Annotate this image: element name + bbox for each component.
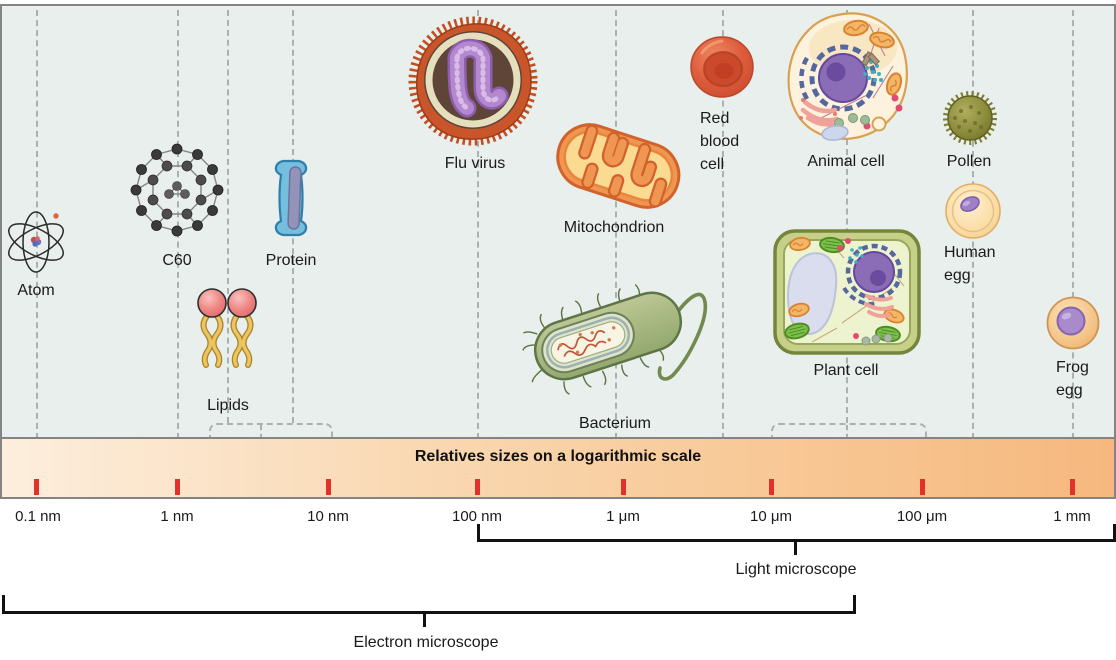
label-lipids: Lipids	[207, 397, 249, 414]
scale-tick-mark	[475, 479, 480, 495]
scale-tick-mark	[920, 479, 925, 495]
label-animal-cell: Animal cell	[807, 153, 885, 170]
label-frog-egg: Frog egg	[1056, 359, 1089, 399]
mitochondrion-illustration	[556, 123, 681, 209]
scale-tick-label: 0.1 nm	[15, 508, 61, 525]
dashed-guide-line	[846, 425, 848, 439]
label-human-egg: Human egg	[944, 244, 996, 284]
plant-cell-illustration	[773, 229, 921, 355]
dashed-guide-line	[177, 10, 179, 439]
flu-virus-illustration	[408, 16, 538, 146]
scale-bar-title: Relatives sizes on a logarithmic scale	[414, 448, 702, 465]
protein-illustration	[274, 159, 308, 237]
scale-tick-label: 10 μm	[750, 508, 792, 525]
electron-microscope-bracket	[2, 595, 856, 614]
light-microscope-bracket-tick	[794, 539, 797, 555]
frog-egg-illustration	[1046, 296, 1100, 350]
label-red-blood-cell: Red blood cell	[700, 110, 740, 173]
animal-cell-illustration	[787, 12, 908, 141]
bacterium-illustration	[522, 284, 708, 395]
dashed-guide-line	[227, 10, 229, 423]
scale-tick-label: 1 mm	[1053, 508, 1091, 525]
human-egg-illustration	[945, 183, 1001, 239]
atom-illustration	[8, 211, 64, 273]
dashed-guide-line	[722, 10, 724, 439]
pollen-illustration	[943, 91, 997, 145]
scale-tick-label: 100 μm	[896, 508, 948, 525]
log-scale-bar: Relatives sizes on a logarithmic scale	[0, 437, 1116, 499]
dashed-guide-line	[260, 425, 262, 439]
scale-tick-mark	[34, 479, 39, 495]
label-atom: Atom	[17, 282, 55, 299]
c60-illustration	[130, 143, 224, 237]
red-blood-cell-illustration	[690, 36, 754, 98]
label-protein: Protein	[265, 252, 317, 269]
label-light-microscope: Light microscope	[735, 561, 857, 578]
scale-tick-mark	[175, 479, 180, 495]
lipids-illustration	[197, 288, 257, 368]
scale-tick-label: 1 μm	[606, 508, 640, 525]
scale-tick-label: 10 nm	[307, 508, 349, 525]
dashed-guide-line	[36, 10, 38, 439]
cell-range-bracket	[771, 423, 927, 440]
lipid-protein-range-bracket	[209, 423, 333, 440]
label-flu-virus: Flu virus	[444, 155, 506, 172]
scale-tick-mark	[326, 479, 331, 495]
dashed-guide-line	[1072, 10, 1074, 439]
scale-tick-mark	[1070, 479, 1075, 495]
label-pollen: Pollen	[946, 153, 992, 170]
scale-tick-mark	[621, 479, 626, 495]
scale-tick-mark	[769, 479, 774, 495]
label-c60: C60	[162, 252, 192, 269]
dashed-guide-line	[477, 10, 479, 439]
dashed-guide-line	[615, 10, 617, 439]
scale-tick-label: 100 nm	[451, 508, 503, 525]
label-electron-microscope: Electron microscope	[353, 634, 499, 651]
electron-microscope-bracket-tick	[423, 611, 426, 627]
dashed-guide-line	[846, 10, 848, 423]
label-plant-cell: Plant cell	[813, 362, 879, 379]
label-mitochondrion: Mitochondrion	[563, 219, 665, 236]
label-bacterium: Bacterium	[578, 415, 652, 432]
scale-tick-label: 1 nm	[160, 508, 194, 525]
